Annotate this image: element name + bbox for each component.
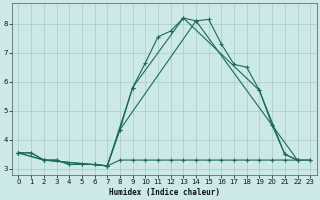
X-axis label: Humidex (Indice chaleur): Humidex (Indice chaleur) [109, 188, 220, 197]
